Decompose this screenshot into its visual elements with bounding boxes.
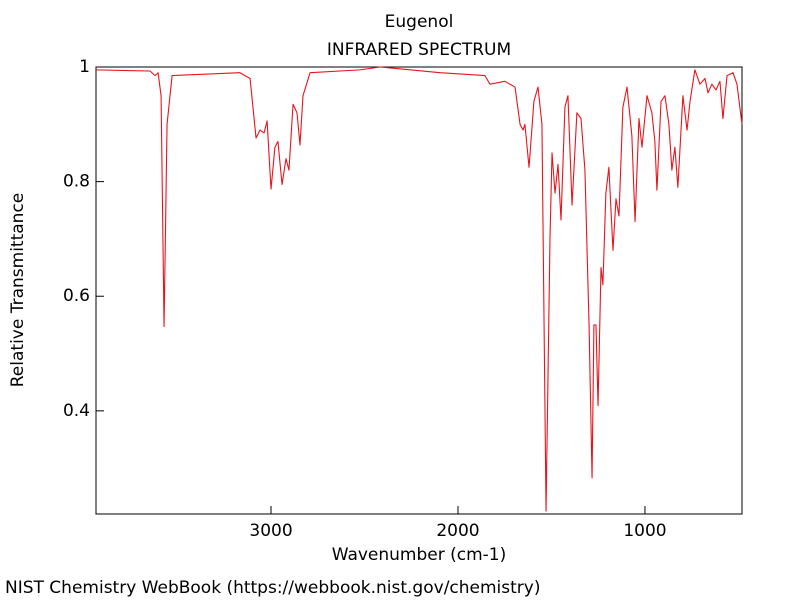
chart-title: Eugenol [385, 12, 454, 32]
source-note: NIST Chemistry WebBook (https://webbook.… [5, 578, 540, 598]
plot-frame [95, 66, 743, 515]
x-tick-label: 3000 [249, 521, 292, 541]
y-axis-label: Relative Transmittance [8, 193, 28, 388]
chart-subtitle: INFRARED SPECTRUM [327, 40, 511, 60]
spectrum-line [95, 66, 743, 512]
y-tick-label: 0.6 [63, 286, 90, 306]
x-tick-label: 1000 [623, 521, 666, 541]
y-tick-label: 0.4 [63, 401, 90, 421]
y-tick-label: 1 [79, 57, 90, 77]
x-tick-label: 2000 [436, 521, 479, 541]
x-axis-label: Wavenumber (cm-1) [332, 545, 507, 565]
y-tick-label: 0.8 [63, 172, 90, 192]
